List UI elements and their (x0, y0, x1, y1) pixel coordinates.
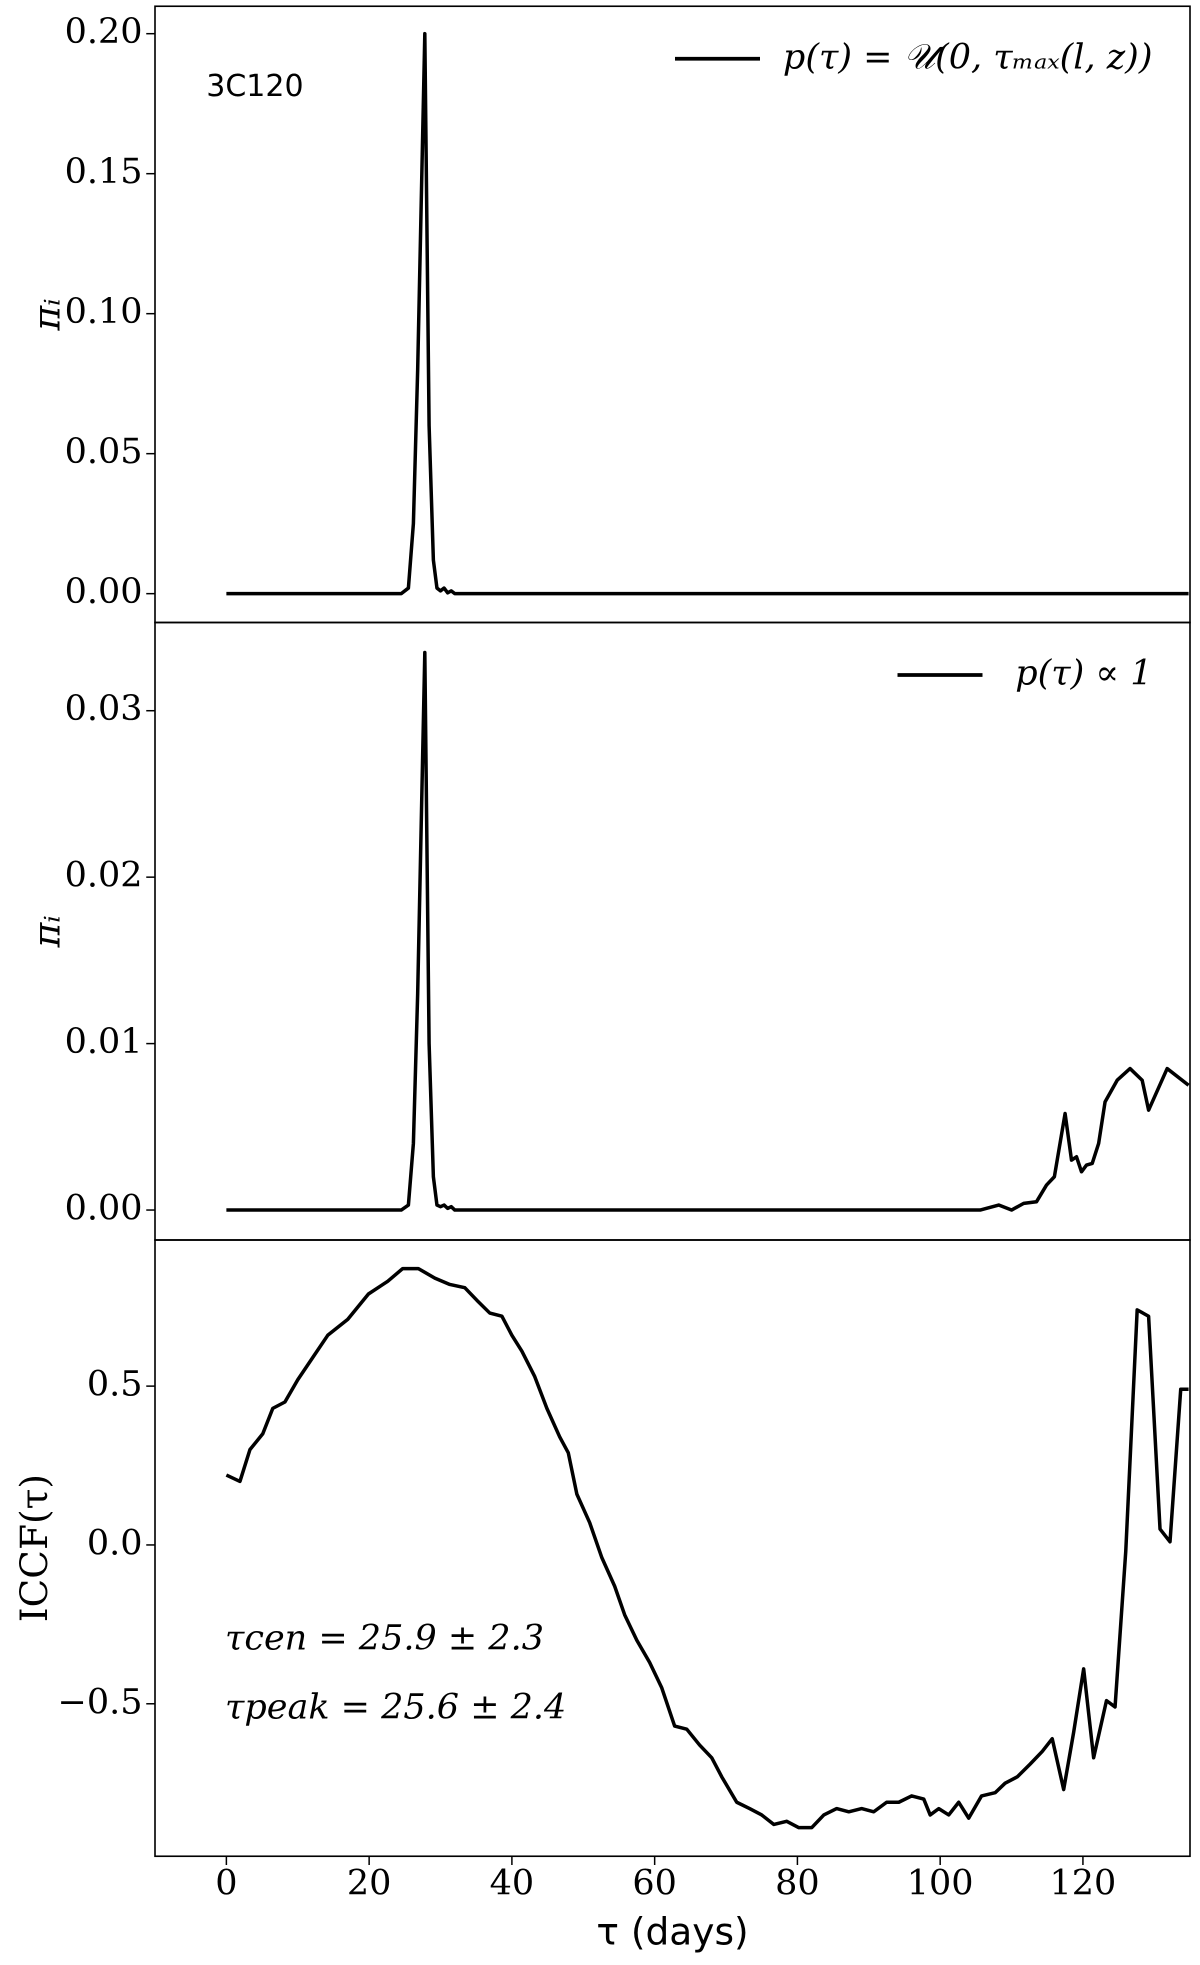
x-tick-label: 40 (490, 1864, 535, 1904)
y-tick-label: 0.20 (65, 12, 143, 52)
x-tick-label: 120 (1050, 1864, 1117, 1904)
y-tick-label: 0.02 (65, 856, 143, 896)
y-tick-label: 0.00 (65, 572, 143, 612)
y-tick-label: 0.03 (65, 689, 143, 729)
y-tick-label: 0.15 (65, 152, 143, 192)
y-tick-label: 0.10 (65, 292, 143, 332)
y-tick-label: 0.5 (87, 1365, 143, 1405)
x-tick-label: 100 (907, 1864, 974, 1904)
x-tick-label: 80 (775, 1864, 820, 1904)
annotation: 3C120 (206, 69, 303, 104)
x-tick-label: 0 (215, 1864, 237, 1904)
legend-label: p(τ) ∝ 1 (1015, 654, 1152, 694)
y-axis-label: πᵢ (25, 915, 69, 948)
y-tick-label: 0.0 (87, 1523, 143, 1563)
data-line (225, 1266, 1189, 1830)
annotation: τpeak = 25.6 ± 2.4 (225, 1687, 566, 1727)
x-tick-label: 20 (347, 1864, 392, 1904)
x-tick-label: 60 (632, 1864, 677, 1904)
x-axis-label: τ (days) (596, 1909, 748, 1953)
y-axis-label: ICCF(τ) (12, 1474, 56, 1622)
y-tick-label: 0.00 (65, 1189, 143, 1229)
annotation: τcen = 25.9 ± 2.3 (225, 1619, 544, 1659)
data-line (226, 31, 1189, 596)
plot-frame (154, 621, 1191, 1241)
y-tick-label: 0.01 (65, 1022, 143, 1062)
plot-frame (154, 1239, 1191, 1858)
y-tick-label: −0.5 (58, 1682, 143, 1722)
legend-label: p(τ) = 𝒰(0, τₘₐₓ(l, z)) (783, 37, 1153, 77)
y-tick-label: 0.05 (65, 432, 143, 472)
y-axis-label: πᵢ (25, 298, 69, 331)
plot-frame (154, 5, 1191, 624)
data-line (226, 650, 1190, 1212)
